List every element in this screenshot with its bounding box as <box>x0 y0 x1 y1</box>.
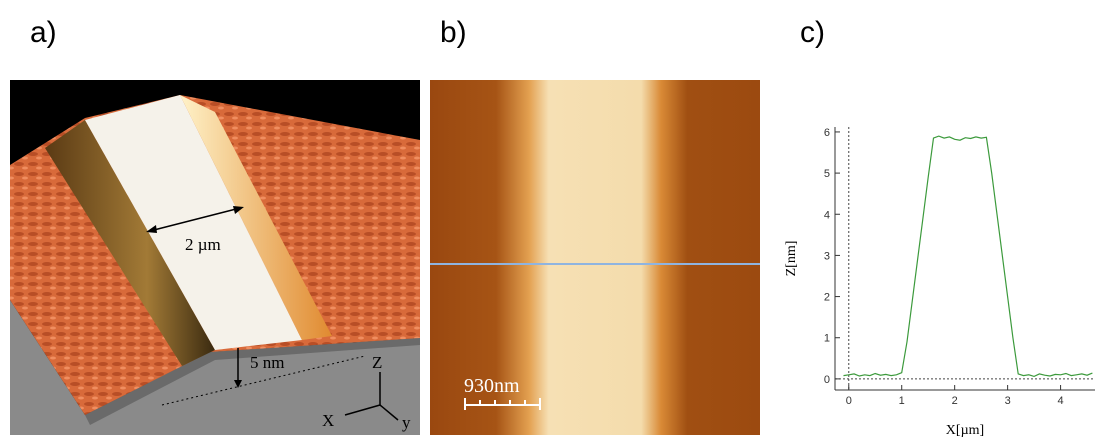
y-tick-label: 4 <box>824 209 830 221</box>
axis-label: X <box>322 411 334 430</box>
profile-line <box>844 136 1093 376</box>
x-axis-title: X[µm] <box>946 423 984 438</box>
annotation: 5 nm <box>250 353 284 372</box>
x-tick-label: 1 <box>899 395 905 407</box>
y-tick-label: 0 <box>824 374 830 386</box>
y-tick-label: 6 <box>824 127 830 139</box>
axis-label: y <box>402 413 411 432</box>
annotation: 2 µm <box>185 235 221 254</box>
x-tick-label: 4 <box>1058 395 1064 407</box>
x-tick-label: 3 <box>1005 395 1011 407</box>
x-tick-label: 2 <box>952 395 958 407</box>
y-tick-label: 2 <box>824 292 830 304</box>
afm-2d-image: 930nm <box>430 80 760 435</box>
figure: a) b) c) 2 µm 5 nm Z X y 930nm 0 1 2 3 4 5 6 0 1… <box>0 0 1101 440</box>
panel-label: b) <box>440 16 467 49</box>
y-tick-label: 3 <box>824 250 830 262</box>
axis-label: Z <box>372 353 382 372</box>
panel-label: c) <box>800 16 825 49</box>
y-tick-label: 5 <box>824 168 830 180</box>
profile-chart: 0 1 2 3 4 5 6 0 1 2 3 4 X[µm] Z[nm] <box>784 127 1095 438</box>
scale-bar-label: 930nm <box>464 375 520 397</box>
y-axis-title: Z[nm] <box>784 241 799 277</box>
y-tick-label: 1 <box>824 333 830 345</box>
panel-label: a) <box>30 16 57 49</box>
x-tick-label: 0 <box>846 395 852 407</box>
afm-3d-image: 2 µm 5 nm Z X y <box>10 80 420 435</box>
